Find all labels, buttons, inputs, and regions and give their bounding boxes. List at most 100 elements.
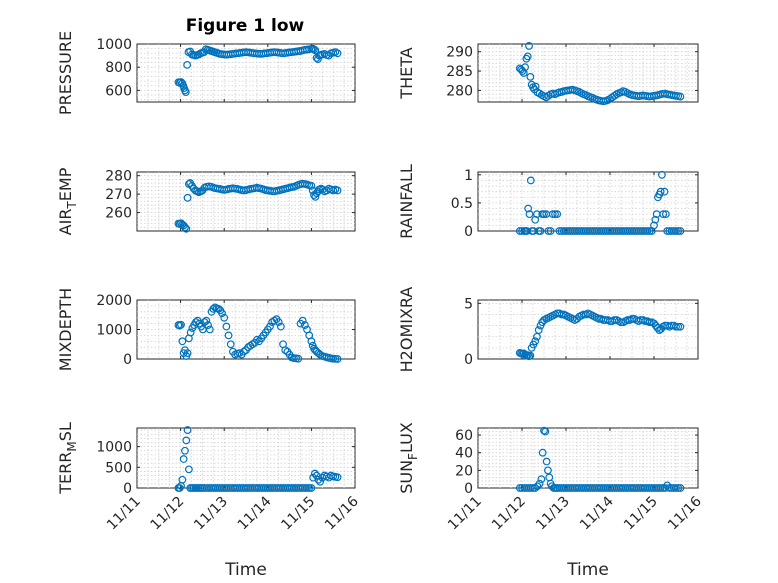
data-point (248, 340, 257, 349)
data-point (310, 469, 319, 478)
y-tick-label: 500 (105, 460, 132, 476)
data-point (209, 304, 218, 313)
data-point (226, 340, 235, 349)
data-point (178, 475, 187, 484)
data-point (252, 335, 261, 344)
data-point (676, 484, 685, 492)
data-point (650, 221, 658, 230)
data-point (534, 326, 543, 334)
y-axis-label: RAINFALL (397, 164, 416, 239)
y-axis-label-main: SUN (397, 460, 416, 494)
y-axis-label: PRESSURE (56, 31, 75, 115)
y-tick-label: 260 (105, 206, 132, 222)
y-axis-label-rest: LUX (397, 422, 416, 453)
data-point (175, 321, 184, 330)
y-axis-label-subscript: M (65, 441, 79, 451)
y-tick-label: 290 (446, 45, 473, 61)
data-point (656, 187, 665, 196)
data-point (526, 72, 535, 81)
data-point (183, 349, 192, 358)
data-point (204, 321, 212, 329)
data-point (303, 484, 311, 492)
data-point (674, 484, 683, 492)
data-point (276, 322, 285, 331)
y-tick-label: 1000 (96, 440, 132, 456)
data-point (535, 479, 544, 488)
data-point (676, 322, 685, 331)
data-point (617, 318, 625, 327)
data-point (540, 210, 548, 219)
data-point (645, 227, 654, 235)
data-point (557, 310, 566, 319)
data-point (526, 351, 535, 360)
x-axis-label: Time (224, 560, 267, 580)
y-tick-label: 0 (123, 352, 132, 368)
y-tick-label: 0 (464, 481, 473, 497)
y-axis-label-subscript: F (406, 453, 420, 460)
data-point (546, 227, 555, 235)
subplot-air-temp: 260 270 280 AIRTEMP (56, 167, 356, 235)
data-point (525, 42, 533, 50)
data-point (538, 448, 547, 457)
data-point (294, 354, 303, 363)
data-point (653, 323, 662, 332)
y-tick-label: 800 (105, 60, 132, 76)
data-point (525, 210, 534, 219)
data-point (645, 318, 654, 327)
x-axis-label: Time (566, 560, 609, 580)
y-axis-label: THETA (397, 47, 416, 99)
y-tick-label: 0 (464, 352, 473, 368)
data-point (523, 52, 532, 61)
subplot-mixdepth: 0 1000 2000 MIXDEPTH (56, 288, 356, 371)
data-point (521, 63, 529, 72)
y-axis-label-main: MIXDEPTH (56, 288, 75, 371)
y-axis-label: H2OMIXRA (397, 287, 416, 373)
y-axis-label: SUNFLUX (397, 422, 420, 494)
data-point (183, 426, 192, 434)
data-point (184, 465, 193, 474)
data-point (544, 227, 553, 235)
data-point (333, 473, 342, 482)
data-point (310, 45, 318, 54)
data-point (307, 484, 316, 492)
data-point (182, 436, 191, 445)
subplot-rainfall: 0 0.5 1 RAINFALL (397, 164, 699, 240)
data-point (298, 316, 307, 325)
data-point (628, 315, 636, 323)
data-point (661, 210, 670, 219)
y-tick-label: 270 (105, 187, 132, 203)
data-point (181, 446, 189, 455)
data-point (183, 193, 192, 202)
y-axis-label-subscript: T (65, 201, 79, 210)
data-point (305, 484, 314, 492)
data-point (553, 210, 562, 219)
data-point (307, 181, 316, 190)
data-point (544, 466, 552, 475)
data-point (541, 427, 550, 436)
y-tick-label: 600 (105, 83, 132, 99)
data-point (518, 67, 527, 75)
data-point (222, 322, 231, 331)
data-point (311, 46, 320, 55)
data-point (333, 186, 342, 195)
y-tick-label: 0 (464, 224, 473, 240)
data-point (333, 355, 342, 363)
data-point (676, 227, 685, 235)
data-point (179, 455, 188, 463)
data-point (181, 88, 190, 97)
data-point (672, 322, 680, 331)
data-point (220, 313, 229, 322)
y-tick-label: 40 (455, 446, 473, 462)
data-point (314, 475, 323, 484)
data-point (333, 49, 342, 58)
data-point (651, 215, 660, 224)
y-axis-label-main: TERR (56, 452, 75, 495)
data-point (660, 187, 669, 196)
data-point (178, 337, 187, 346)
data-point (526, 176, 535, 185)
data-point (177, 320, 185, 329)
y-tick-label: 280 (446, 83, 473, 99)
